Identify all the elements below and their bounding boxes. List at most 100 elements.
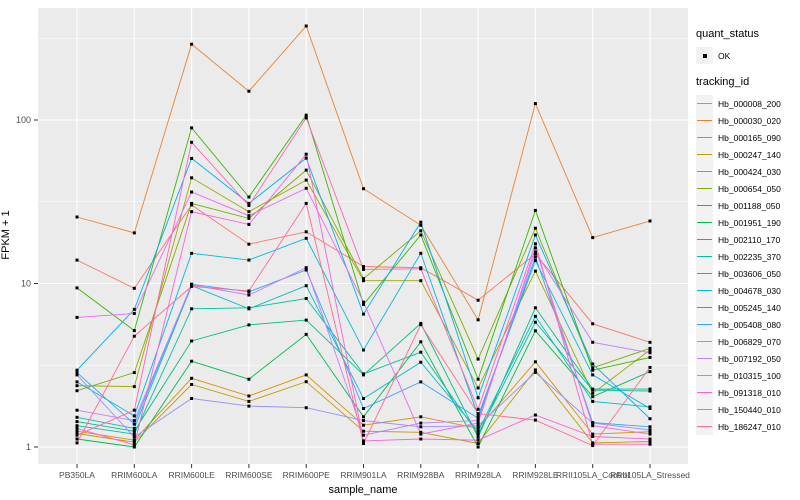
legend-key-line [697,392,712,393]
data-point [419,380,423,384]
data-point [304,186,308,190]
data-point [476,429,480,433]
legend-item-label: Hb_001951_190 [718,217,781,228]
data-point [533,314,537,318]
legend-item-Hb_000008_200: Hb_000008_200 [696,95,798,112]
x-tick-label: RRIM901LA [340,470,387,480]
data-point [419,437,423,441]
data-point [247,216,251,220]
data-point [247,195,251,199]
data-point [648,407,652,410]
data-point [476,424,480,428]
legend-key-box [696,180,713,197]
data-point [476,357,480,361]
y-axis-title: FPKM + 1 [0,210,12,260]
data-point [247,307,251,311]
data-point [533,246,537,250]
data-point [533,252,537,256]
data-point [362,279,365,283]
data-point [476,421,480,425]
legend-key-box [696,384,713,401]
data-point [190,203,194,207]
data-point [132,385,136,389]
legend-key-box [696,129,713,146]
legend-item-Hb_005408_080: Hb_005408_080 [696,316,798,333]
legend-key-line [697,222,712,223]
data-point [75,441,79,445]
data-point [533,250,537,254]
data-point [190,397,194,400]
data-point [591,432,595,436]
legend-key-box [696,231,713,248]
legend-item-label: Hb_150440_010 [718,404,781,415]
data-point [591,424,595,428]
data-point [476,396,480,400]
data-point [132,329,136,333]
data-point [648,440,652,443]
data-point [362,442,365,445]
x-tick-label: RRIM928LA [455,470,502,480]
data-point [132,312,136,315]
data-point [304,152,308,156]
data-point [304,318,308,322]
data-point [591,340,595,344]
y-tick-labels: 1 10 100 [16,115,31,452]
x-tick-label: RRIM600LE [168,470,215,480]
legend-tracking-id-title: tracking_id [696,76,750,88]
data-point [533,306,537,310]
legend-key-line [697,426,712,427]
data-point [132,443,136,447]
legend-key-box [696,214,713,231]
data-point [247,404,251,408]
legend-item-label: Hb_000654_050 [718,183,781,194]
data-point [247,399,251,403]
data-point [247,204,251,207]
data-point [591,362,595,366]
data-point [533,102,537,106]
data-point [476,386,480,390]
data-point [75,389,79,393]
data-point [190,210,194,214]
legend-key-line [697,256,712,257]
data-point [190,376,194,380]
data-point [190,307,194,311]
data-point [533,259,537,263]
legend-item-label: Hb_000008_200 [718,98,781,109]
series-points [75,24,652,449]
data-point [247,201,251,205]
data-point [648,432,652,436]
data-point [591,368,595,372]
y-tick-label: 10 [21,279,31,289]
data-point [247,323,251,327]
data-point [247,289,251,293]
data-point [190,140,194,144]
legend-key-box [696,95,713,112]
legend-key-box [696,316,713,333]
x-tick-label: RRIM928LE [512,470,559,480]
legend-item-label: Hb_002235_370 [718,251,781,262]
legend-key-line [697,358,712,359]
data-point [533,208,537,212]
data-point [533,320,537,324]
data-point [476,377,480,381]
data-point [75,429,79,433]
data-point [247,89,251,93]
data-point [648,355,652,359]
data-point [419,415,423,419]
y-tick-label: 1 [26,442,31,452]
legend-item-label: Hb_000030_020 [718,115,781,126]
data-point [648,428,652,432]
data-point [75,415,79,419]
data-point [533,368,537,372]
legend-item-Hb_000247_140: Hb_000247_140 [696,146,798,163]
legend-item-ok: OK [696,47,798,64]
data-point [304,406,308,410]
data-point [648,346,652,350]
x-tick-label: RRIM928BA [397,470,445,480]
legend-item-Hb_000424_030: Hb_000424_030 [696,163,798,180]
data-point [533,242,537,246]
data-point [533,255,537,259]
legend: quant_status OK tracking_id Hb_000008_20… [696,28,798,435]
legend-item-label: Hb_002110_170 [718,234,781,245]
data-point [304,156,308,160]
